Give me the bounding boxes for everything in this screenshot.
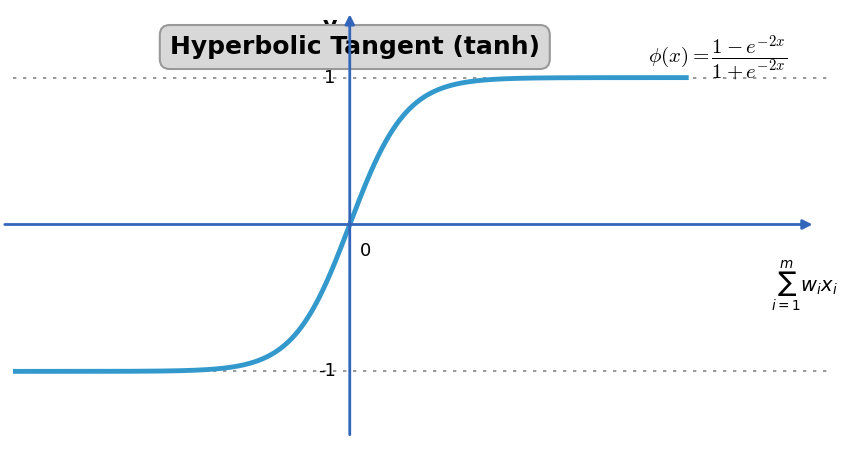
Text: $\sum_{i=1}^{m} w_i x_i$: $\sum_{i=1}^{m} w_i x_i$ <box>771 259 838 314</box>
Text: 0: 0 <box>360 242 371 260</box>
Text: Hyperbolic Tangent (tanh): Hyperbolic Tangent (tanh) <box>170 35 540 59</box>
Text: -1: -1 <box>318 362 336 380</box>
Text: $\phi(x) = \dfrac{1 - e^{-2x}}{1 + e^{-2x}}$: $\phi(x) = \dfrac{1 - e^{-2x}}{1 + e^{-2… <box>648 34 788 83</box>
Text: y: y <box>323 16 338 36</box>
Text: 1: 1 <box>324 69 336 87</box>
